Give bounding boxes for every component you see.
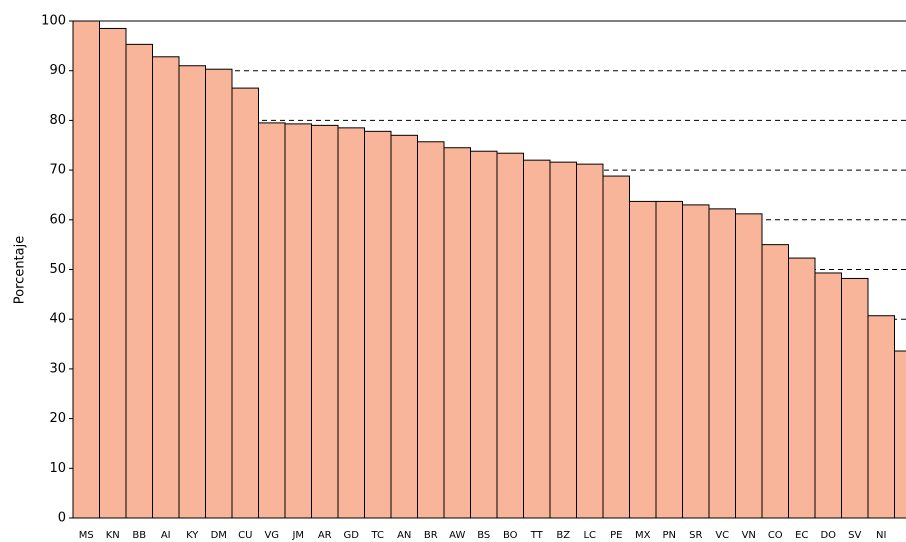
bar: [629, 200, 657, 519]
bar: [258, 122, 286, 519]
bar: [761, 244, 789, 519]
bar: [682, 204, 710, 519]
y-tick-label: 40: [49, 312, 66, 327]
bar: [231, 87, 259, 519]
bar: [841, 277, 869, 519]
x-tick-label: BB: [132, 530, 146, 541]
bar: [496, 152, 524, 519]
x-tick-label: AR: [318, 530, 332, 541]
x-tick-label: AI: [161, 530, 171, 541]
bar: [708, 208, 736, 519]
bar: [814, 272, 842, 519]
y-tick-label: 0: [58, 511, 66, 526]
bar: [470, 150, 498, 519]
x-tick-label: JM: [291, 530, 304, 541]
bar: [178, 65, 206, 519]
bar: [788, 257, 816, 519]
bar: [602, 175, 630, 519]
bar: [417, 141, 445, 519]
bar: [311, 124, 339, 519]
bar: [125, 43, 153, 519]
x-tick-label: BR: [424, 530, 438, 541]
y-axis-label: Porcentaje: [13, 236, 28, 304]
x-tick-label: EC: [795, 530, 808, 541]
x-tick-label: TC: [370, 530, 384, 541]
bar: [655, 200, 683, 519]
y-tick-label: 50: [49, 262, 66, 277]
x-tick-label: PN: [662, 530, 676, 541]
x-tick-label: MX: [635, 530, 651, 541]
x-tick-label: AN: [397, 530, 411, 541]
bar: [72, 20, 100, 519]
bar: [364, 130, 392, 519]
x-tick-label: GD: [344, 530, 360, 541]
x-tick-label: PE: [610, 530, 622, 541]
y-tick-label: 90: [49, 63, 66, 78]
x-tick-label: NI: [876, 530, 886, 541]
x-tick-label: BZ: [556, 530, 570, 541]
bar: [390, 134, 418, 519]
x-tick-label: DM: [211, 530, 227, 541]
x-tick-label: VG: [264, 530, 279, 541]
y-tick-label: 100: [41, 14, 66, 29]
bar: [337, 127, 365, 519]
x-tick-label: VN: [742, 530, 756, 541]
x-tick-label: KY: [186, 530, 199, 541]
y-tick-label: 30: [49, 361, 66, 376]
x-tick-label: SV: [848, 530, 861, 541]
x-tick-label: TT: [530, 530, 544, 541]
x-tick-label: BO: [503, 530, 518, 541]
bar: [443, 147, 471, 519]
y-tick-label: 10: [49, 461, 66, 476]
x-tick-label: SR: [689, 530, 702, 541]
bar: [894, 350, 906, 519]
x-tick-label: DO: [820, 530, 836, 541]
y-tick-label: 80: [49, 113, 66, 128]
x-tick-label: CO: [768, 530, 783, 541]
bar: [99, 27, 127, 519]
bar: [284, 123, 312, 519]
x-tick-label: VC: [715, 530, 729, 541]
bar: [205, 68, 233, 519]
x-tick-label: KN: [106, 530, 120, 541]
y-tick-label: 70: [49, 163, 66, 178]
bar: [735, 213, 763, 519]
y-tick-label: 20: [49, 411, 66, 426]
x-tick-label: CU: [238, 530, 252, 541]
x-tick-label: BS: [477, 530, 490, 541]
bar: [867, 315, 895, 519]
bar: [576, 163, 604, 519]
bar: [549, 161, 577, 519]
y-tick-label: 60: [49, 212, 66, 227]
x-tick-label: AW: [449, 530, 465, 541]
bar: [152, 56, 180, 519]
x-tick-label: MS: [79, 530, 94, 541]
x-tick-label: LC: [583, 530, 596, 541]
bar: [523, 159, 551, 519]
